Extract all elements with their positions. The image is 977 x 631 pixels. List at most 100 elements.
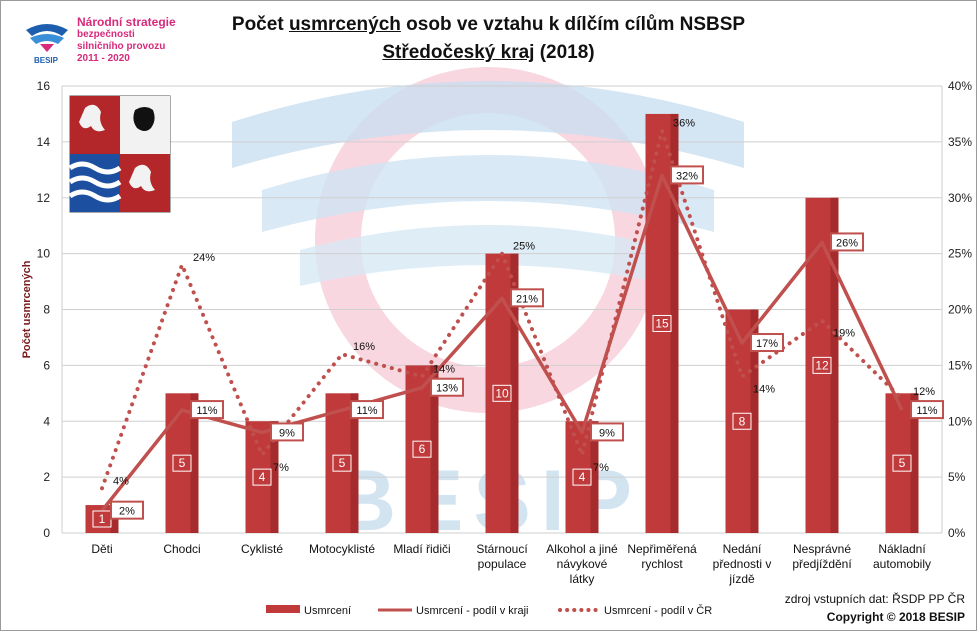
y-tick-label: 16 [37,79,51,93]
category-label: Nepřiměřená [627,542,697,556]
wave-icon [68,175,122,189]
y-axis-title: Počet usmrcených [21,260,33,358]
cr-label-1: 24% [193,252,215,264]
legend-swatch-bars [266,605,300,613]
bar-label-6: 4 [579,470,586,484]
y2-tick-label: 25% [948,247,972,261]
kraj-label-3: 11% [356,405,377,417]
category-label: přednosti v [713,557,772,571]
kraj-label-7: 32% [676,170,698,182]
wave-icon [68,189,122,203]
logo-line-3: silničního provozu [77,41,166,52]
title-underlined: usmrcených [288,14,401,35]
category-label: Cyklisté [241,542,283,556]
grid-lines [61,85,943,534]
y2-tick-label: 30% [948,191,972,205]
cr-label-7: 36% [673,118,695,130]
bar-label-box-3 [332,454,352,472]
kraj-label-box-6 [590,422,624,442]
y2-tick-label: 15% [948,358,972,372]
title-part-2: osob ve vztahu k dílčím cílům NSBSP [400,14,746,35]
chart-subtitle: Středočeský kraj (2018) [0,42,977,64]
bar-shade-10 [910,393,919,533]
category-label: Nesprávné [793,542,851,556]
bar-label-8: 8 [739,414,746,428]
data-labels: 154561041581252%11%9%11%13%21%9%32%17%26… [92,118,944,528]
kraj-label-box-2 [270,422,304,442]
y-tick-label: 6 [43,358,50,372]
logo-text: Národní strategie bezpečnosti silničního… [77,16,176,65]
y2-tick-label: 35% [948,135,972,149]
bar-shade-3 [350,393,359,533]
bar-label-10: 5 [899,456,906,470]
kraj-label-box-1 [190,400,224,420]
watermark-wing-top [232,81,744,168]
watermark-wing-mid [262,155,714,232]
y2-tick-label: 5% [948,470,966,484]
category-label: rychlost [641,557,683,571]
bar-label-box-2 [252,468,272,486]
bar-label-9: 12 [815,358,829,372]
kraj-label-box-10 [910,400,944,420]
cr-label-9: 19% [833,328,855,340]
cr-label-4: 14% [433,364,455,376]
kraj-label-box-9 [830,232,864,252]
category-label: jízdě [728,572,755,586]
kraj-label-2: 9% [279,427,295,439]
bar-shade-4 [430,365,439,533]
category-label: látky [570,572,595,586]
y-tick-label: 2 [43,470,50,484]
kraj-label-box-4 [430,377,464,397]
kraj-label-box-3 [350,400,384,420]
bar-shade-8 [750,309,759,533]
axes: 02468101214160%5%10%15%20%25%30%35%40%Po… [21,79,972,586]
legend: Usmrcení Usmrcení - podíl v kraji Usmrcení… [266,604,712,617]
kraj-label-1: 11% [196,405,217,417]
data-source: zdroj vstupních dat: ŘSDP PP ČR [784,592,965,606]
lion-icon [79,104,105,132]
bar-label-box-5 [492,384,512,402]
cr-label-3: 16% [353,341,375,353]
kraj-label-0: 2% [119,506,135,518]
category-label: návykové [557,557,608,571]
y-tick-label: 14 [37,135,51,149]
lion-icon [129,164,155,192]
line-cr [100,123,904,491]
category-label: populace [478,557,527,571]
bar-shade-2 [270,421,279,533]
kraj-label-box-5 [510,288,544,308]
title-part-1: Počet [231,14,289,35]
region-coat-of-arms [68,95,171,213]
category-label: Nedání [723,542,762,556]
cr-label-2: 7% [273,462,289,474]
category-label: Děti [91,542,112,556]
cr-label-5: 25% [513,241,535,253]
bar-label-box-8 [732,412,752,430]
kraj-label-4: 13% [436,383,458,395]
category-label: Stárnoucí [476,542,528,556]
kraj-label-10: 11% [916,405,937,417]
cr-label-6: 7% [593,462,609,474]
bar-shade-6 [590,421,599,533]
bar-label-3: 5 [339,456,346,470]
y2-tick-label: 0% [948,526,966,540]
cr-label-10: 12% [913,386,935,398]
legend-label-kraj: Usmrcení - podíl v kraji [416,605,528,617]
bar-label-box-9 [812,356,832,374]
logo-line-1: Národní strategie [77,15,176,29]
bar-label-box-10 [892,454,912,472]
bar-label-box-1 [172,454,192,472]
bar-label-0: 1 [99,512,106,526]
besip-emblem-icon [26,24,68,52]
line-series [100,123,904,512]
bar-label-box-6 [572,468,592,486]
kraj-label-6: 9% [599,427,615,439]
y2-tick-label: 10% [948,414,972,428]
kraj-label-5: 21% [516,293,538,305]
bar-shade-5 [510,253,519,533]
bar-label-2: 4 [259,470,266,484]
eagle-icon [133,107,155,131]
bar-label-7: 15 [655,316,669,330]
category-label: Alkohol a jiné [546,542,618,556]
kraj-label-box-7 [670,165,704,185]
